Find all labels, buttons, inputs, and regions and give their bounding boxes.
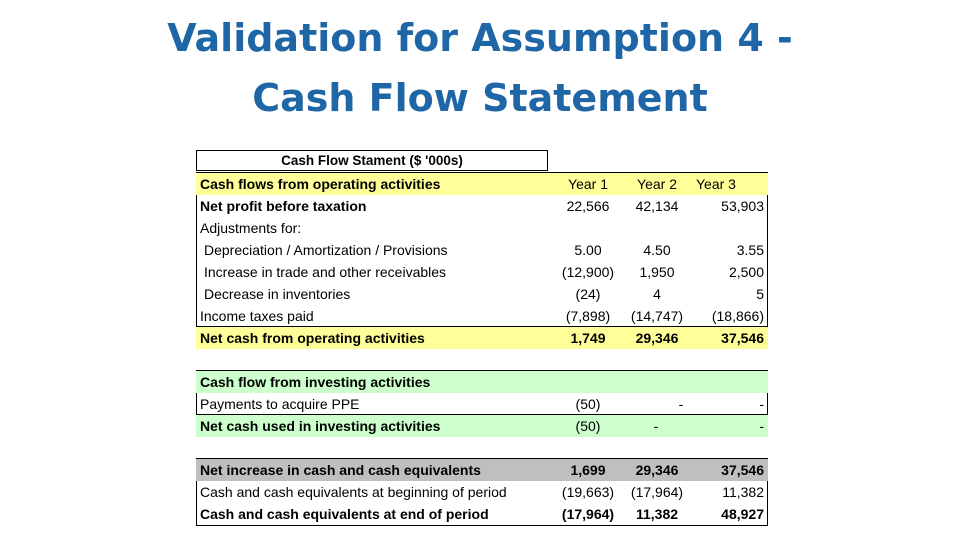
year-1-value: (12,900) [561,264,615,280]
table-row: Net profit before taxation 22,566 42,134… [196,195,768,217]
operating-total-row: Net cash from operating activities 1,749… [196,326,768,349]
table-row: Depreciation / Amortization / Provisions… [196,239,768,261]
column-year-2: Year 2 [637,176,677,192]
year-3-value: 37,546 [721,462,764,478]
year-2-value: - [653,418,659,434]
year-2-value: 29,346 [635,462,679,478]
year-1-value: (17,964) [561,506,615,522]
row-label: Increase in trade and other receivables [204,264,447,280]
year-3-value: - [759,418,764,434]
table-heading: Cash Flow Stament ($ '000s) [196,150,548,171]
year-3-value: - [759,396,764,412]
year-3-value: 2,500 [728,264,764,280]
year-2-value: 4 [653,286,661,302]
year-2-value: (17,964) [630,484,684,500]
year-2-value: 29,346 [635,330,679,346]
row-label: Payments to acquire PPE [200,396,360,412]
table-row: Increase in trade and other receivables … [196,261,768,283]
year-1-value: (24) [575,286,601,302]
year-1-value: 22,566 [566,198,610,214]
year-2-value: 1,950 [639,264,675,280]
operating-header-label: Cash flows from operating activities [200,176,441,192]
year-1-value: (19,663) [561,484,615,500]
year-1-value: 5.00 [574,242,602,258]
year-1-value: 1,749 [570,330,606,346]
column-year-1: Year 1 [568,176,608,192]
year-3-value: 37,546 [721,330,764,346]
column-year-3: Year 3 [696,176,736,192]
year-3-value: 48,927 [721,506,764,522]
year-2-value: 4.50 [643,242,671,258]
summary-section [196,458,768,526]
year-2-value: - [678,396,684,412]
investing-header-row: Cash flow from investing activities [196,371,768,393]
row-label: Depreciation / Amortization / Provisions [204,242,448,258]
table-row: Adjustments for: [196,217,768,239]
row-label: Cash and cash equivalents at end of peri… [200,506,489,522]
year-2-value: 11,382 [635,506,679,522]
year-3-value: 3.55 [736,242,764,258]
year-3-value: 5 [756,286,764,302]
year-3-value: 53,903 [721,198,764,214]
row-label: Cash and cash equivalents at beginning o… [200,484,507,500]
row-label: Net increase in cash and cash equivalent… [200,462,481,478]
row-label: Net cash from operating activities [200,330,425,346]
row-label: Income taxes paid [200,308,314,324]
summary-row-end: Cash and cash equivalents at end of peri… [196,503,768,525]
year-1-value: (7,898) [565,308,611,324]
table-row: Income taxes paid (7,898) (14,747) (18,8… [196,305,768,327]
year-2-value: 42,134 [635,198,679,214]
summary-row-net-increase: Net increase in cash and cash equivalent… [196,459,768,481]
table-row: Payments to acquire PPE (50) - - [196,393,768,415]
year-3-value: 11,382 [722,484,764,500]
year-3-value: (18,866) [711,308,764,324]
investing-total-row: Net cash used in investing activities (5… [196,414,768,437]
year-1-value: (50) [575,396,601,412]
year-1-value: 1,699 [570,462,606,478]
investing-header-label: Cash flow from investing activities [200,374,431,390]
year-2-value: (14,747) [630,308,684,324]
slide-title-line-1: Validation for Assumption 4 - [167,16,793,60]
slide-title-line-2: Cash Flow Statement [252,76,708,120]
row-label: Decrease in inventories [204,286,351,302]
row-label: Net cash used in investing activities [200,418,441,434]
year-1-value: (50) [575,418,601,434]
row-label: Net profit before taxation [200,198,367,214]
row-label: Adjustments for: [200,220,302,236]
operating-header-row: Cash flows from operating activities Yea… [196,173,768,195]
table-row: Decrease in inventories (24) 4 5 [196,283,768,305]
summary-row-beginning: Cash and cash equivalents at beginning o… [196,481,768,503]
